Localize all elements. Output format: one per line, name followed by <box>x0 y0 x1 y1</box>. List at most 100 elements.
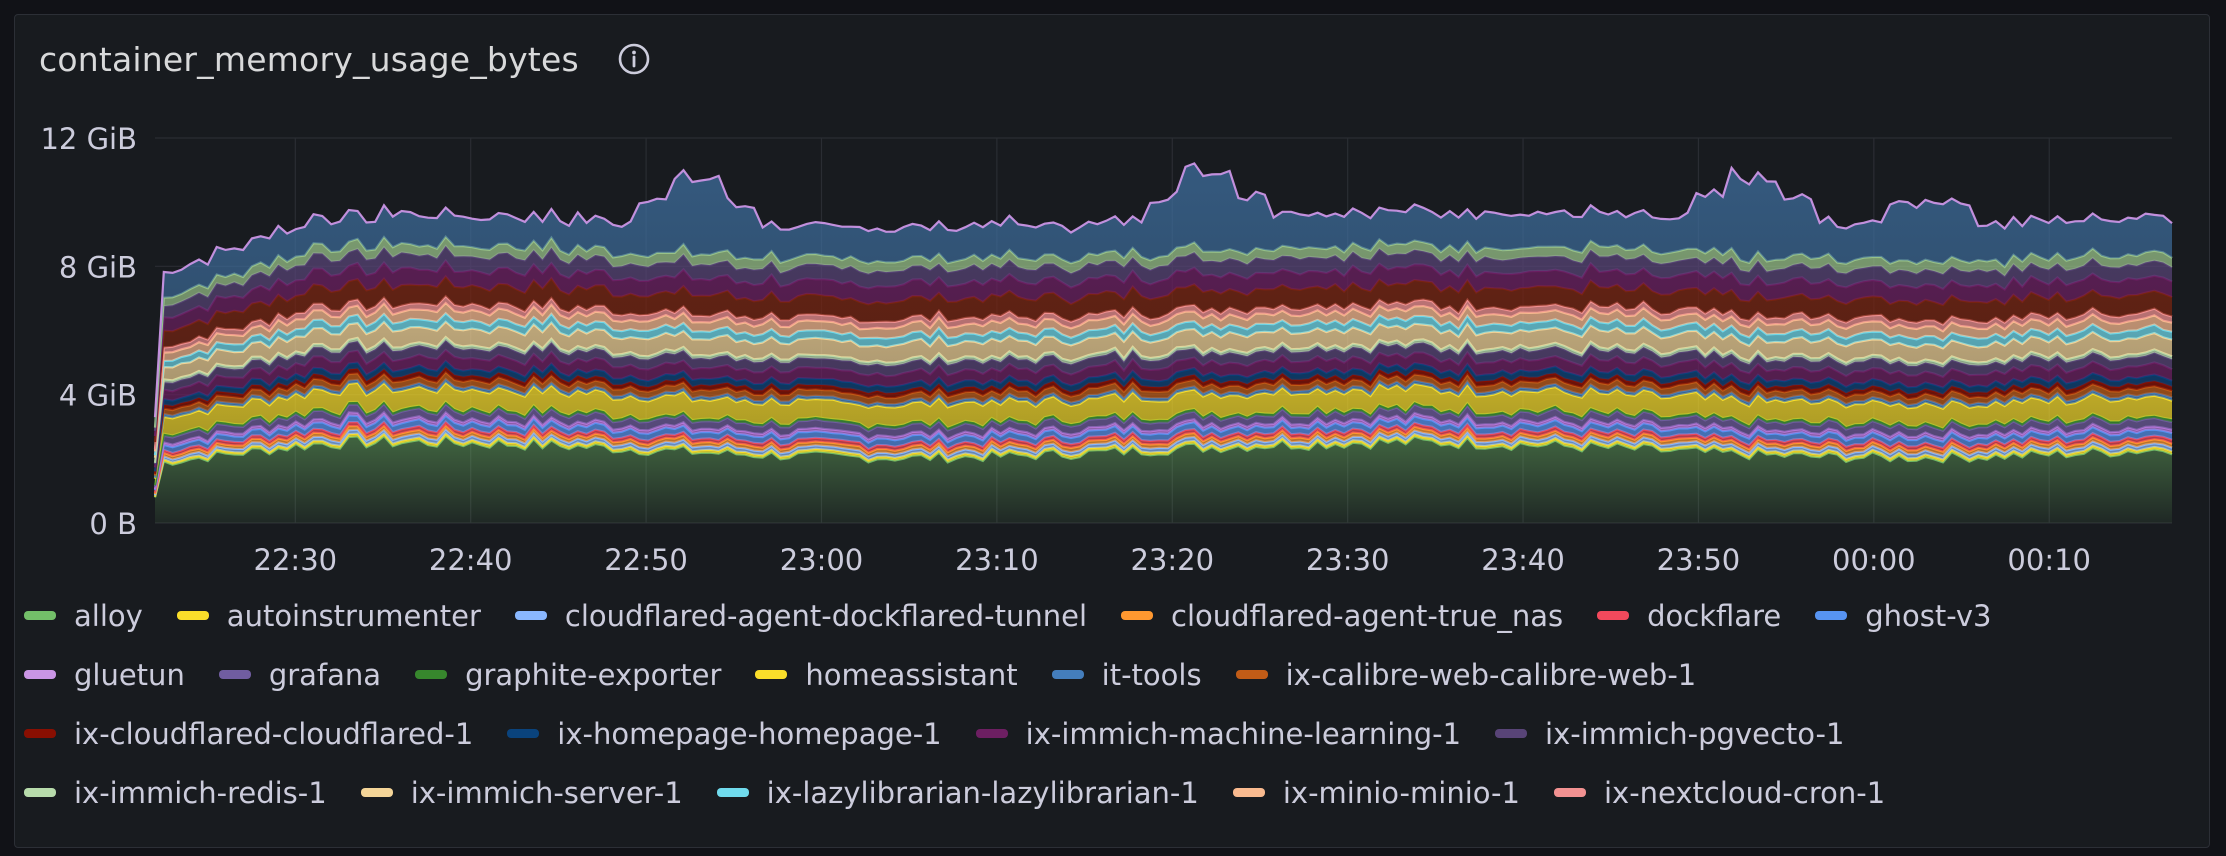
area-series-group <box>153 162 2173 523</box>
legend-label: graphite-exporter <box>465 657 722 692</box>
x-tick-label: 00:00 <box>1832 543 1916 577</box>
legend-item[interactable]: ix-immich-pgvecto-1 <box>1495 717 1844 751</box>
x-tick-label: 23:30 <box>1306 543 1390 577</box>
legend-swatch <box>415 670 448 679</box>
series-area-cloudflared-agent-dockflared-tunnel <box>155 429 2172 497</box>
legend-item[interactable]: graphite-exporter <box>415 658 721 692</box>
legend-item[interactable]: cloudflared-agent-true_nas <box>1121 599 1563 633</box>
legend-item[interactable]: ix-homepage-homepage-1 <box>507 716 942 751</box>
legend-swatch <box>716 788 749 797</box>
legend-item[interactable]: alloy <box>24 599 143 633</box>
legend-label: ix-cloudflared-cloudflared-1 <box>74 716 474 751</box>
legend-label: ix-immich-server-1 <box>410 775 683 810</box>
legend-swatch <box>1815 611 1848 620</box>
legend-item[interactable]: cloudflared-agent-dockflared-tunnel <box>514 598 1088 633</box>
legend-item[interactable]: autoinstrumenter <box>176 598 481 633</box>
y-tick-label: 0 B <box>89 507 137 541</box>
legend-item[interactable]: ix-immich-server-1 <box>360 775 683 810</box>
x-tick-label: 22:40 <box>429 543 513 577</box>
series-area-alloy <box>155 436 2172 523</box>
series-area-ix-immich-machine-learning-1 <box>155 350 2172 472</box>
legend-item[interactable]: ix-minio-minio-1 <box>1232 775 1520 810</box>
series-area-ix-calibre-web-calibre-web-1 <box>155 372 2172 478</box>
legend-swatch <box>24 611 56 620</box>
legend-swatch <box>1235 670 1268 679</box>
x-tick-label: 23:00 <box>780 543 864 577</box>
x-tick-label: 23:40 <box>1481 543 1565 577</box>
x-tick-label: 22:50 <box>604 543 688 577</box>
legend-label: grafana <box>268 657 382 692</box>
legend-label: homeassistant <box>805 657 1018 692</box>
legend-item[interactable]: gluetun <box>24 658 185 692</box>
legend-label: alloy <box>74 598 143 633</box>
legend-label: gluetun <box>74 657 185 692</box>
y-tick-label: 4 GiB <box>59 379 137 413</box>
legend-item[interactable]: ghost-v3 <box>1815 598 1992 633</box>
legend-swatch <box>975 729 1008 738</box>
legend-swatch <box>1051 670 1084 679</box>
legend-label: ix-homepage-homepage-1 <box>557 716 942 751</box>
x-tick-label: 23:50 <box>1657 543 1741 577</box>
series-line-graphite-exporter <box>153 399 2173 486</box>
x-tick-label: 23:20 <box>1130 543 1214 577</box>
series-line-series-25 <box>153 162 2173 418</box>
legend-item[interactable]: it-tools <box>1051 658 1202 692</box>
legend-row: gluetun grafana graphite-exporter homeassis… <box>24 645 2184 704</box>
legend-item[interactable]: ix-cloudflared-cloudflared-1 <box>24 717 473 751</box>
legend-item[interactable]: ix-immich-machine-learning-1 <box>975 717 1461 751</box>
legend-item[interactable]: homeassistant <box>755 657 1018 692</box>
legend-row: alloy autoinstrumenter cloudflared-agent-d… <box>24 586 2184 645</box>
legend-label: cloudflared-agent-dockflared-tunnel <box>564 598 1088 633</box>
series-area-ix-immich-pgvecto-1 <box>155 340 2172 468</box>
x-tick-label: 00:10 <box>2007 543 2091 577</box>
legend-label: ix-minio-minio-1 <box>1282 775 1520 810</box>
series-area-series-25 <box>155 163 2172 428</box>
panel-title[interactable]: container_memory_usage_bytes <box>39 39 579 79</box>
legend-item[interactable]: ix-immich-redis-1 <box>24 776 327 810</box>
series-area-homeassistant <box>155 382 2172 486</box>
series-area-ghost-v3 <box>155 415 2172 493</box>
legend-label: ix-lazylibrarian-lazylibrarian-1 <box>766 775 1199 810</box>
legend-item[interactable]: grafana <box>218 657 382 692</box>
panel-header: container_memory_usage_bytes <box>39 37 651 81</box>
legend-label: dockflare <box>1647 598 1782 633</box>
series-area-ix-cloudflared-cloudflared-1 <box>155 367 2172 476</box>
legend-swatch <box>1121 611 1154 620</box>
legend-item[interactable]: ix-calibre-web-calibre-web-1 <box>1235 657 1697 692</box>
series-area-ix-immich-server-1 <box>155 321 2172 463</box>
series-area-dockflare <box>155 421 2172 494</box>
series-area-series-22 <box>155 260 2172 442</box>
legend-item[interactable]: ix-lazylibrarian-lazylibrarian-1 <box>716 775 1199 810</box>
legend-item[interactable]: ix-nextcloud-cron-1 <box>1553 775 1886 810</box>
legend-label: cloudflared-agent-true_nas <box>1171 598 1564 633</box>
legend-swatch <box>755 670 788 679</box>
legend-label: autoinstrumenter <box>226 598 481 633</box>
legend-swatch <box>176 611 209 620</box>
legend-swatch <box>24 670 56 679</box>
series-area-ix-homepage-homepage-1 <box>155 360 2172 474</box>
legend-row: ix-immich-redis-1 ix-immich-server-1 ix-la… <box>24 763 2184 822</box>
stacked-area-chart[interactable]: 0 B 4 GiB 8 GiB 12 GiB 22:30 22:40 22:50 23:00 2… <box>0 0 2226 600</box>
legend-label: ix-nextcloud-cron-1 <box>1603 775 1886 810</box>
legend-label: ix-calibre-web-calibre-web-1 <box>1285 657 1697 692</box>
legend-swatch <box>507 729 540 738</box>
legend-swatch <box>24 729 56 738</box>
legend-label: ghost-v3 <box>1865 598 1992 633</box>
legend-label: ix-immich-redis-1 <box>74 775 327 810</box>
series-area-series-21 <box>155 276 2172 450</box>
legend-swatch <box>218 670 251 679</box>
legend-swatch <box>1597 611 1630 620</box>
legend-item[interactable]: dockflare <box>1597 599 1781 633</box>
legend-swatch <box>1553 788 1586 797</box>
y-tick-label: 12 GiB <box>40 122 137 156</box>
x-tick-label: 22:30 <box>254 543 338 577</box>
legend-swatch <box>1232 788 1265 797</box>
legend-label: ix-immich-pgvecto-1 <box>1545 716 1845 751</box>
legend-swatch <box>24 788 56 797</box>
legend-swatch <box>360 788 393 797</box>
info-circle-icon[interactable] <box>617 42 651 76</box>
legend-swatch <box>1495 729 1528 738</box>
x-tick-label: 23:10 <box>955 543 1039 577</box>
legend-swatch <box>514 611 547 620</box>
series-area-cloudflared-agent-true_nas <box>155 425 2172 496</box>
